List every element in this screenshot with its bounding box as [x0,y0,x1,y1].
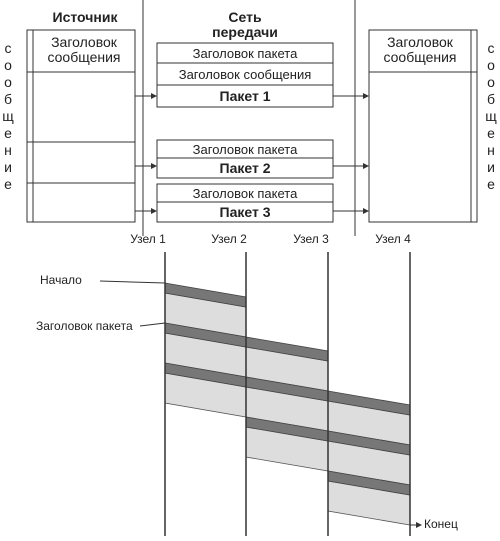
node-label: Узел 2 [211,232,247,246]
packet-header: Заголовок пакета [192,142,298,157]
arrow-head [151,163,157,169]
pointer [139,322,166,327]
node-label: Узел 1 [130,232,166,246]
packet-label: Пакет 1 [219,88,271,104]
end-label: Конец [424,517,458,531]
message-header: Заголовок сообщения [383,34,457,65]
arrows [135,93,369,214]
timeline [99,252,422,536]
packet-label: Пакет 3 [219,204,271,220]
node-label: Узел 4 [375,232,411,246]
source-box [26,29,136,223]
side-label: сообщение [0,40,16,193]
message-header: Заголовок сообщения [47,34,121,65]
pointer [99,280,166,284]
packet-header: Заголовок пакета [192,46,298,61]
packet-label: Пакет 2 [219,160,271,176]
packet-header: Заголовок пакета [192,186,298,201]
destination-box [368,29,478,223]
node-label: Узел 3 [293,232,329,246]
arrow-head [363,208,369,214]
packet-box [156,139,334,179]
arrow-head [363,163,369,169]
message-header: Заголовок сообщения [178,67,312,82]
arrow-head [151,93,157,99]
start-label: Начало [40,273,82,287]
arrow-head [151,208,157,214]
side-label: сообщение [483,40,499,193]
packet-box [156,42,334,108]
packet-header-label: Заголовок пакета [36,319,133,333]
arrow-head [416,522,422,528]
arrow-head [363,93,369,99]
network-title: Сеть передачи [212,9,278,40]
packet-box [156,183,334,223]
source-title: Источник [52,9,118,25]
